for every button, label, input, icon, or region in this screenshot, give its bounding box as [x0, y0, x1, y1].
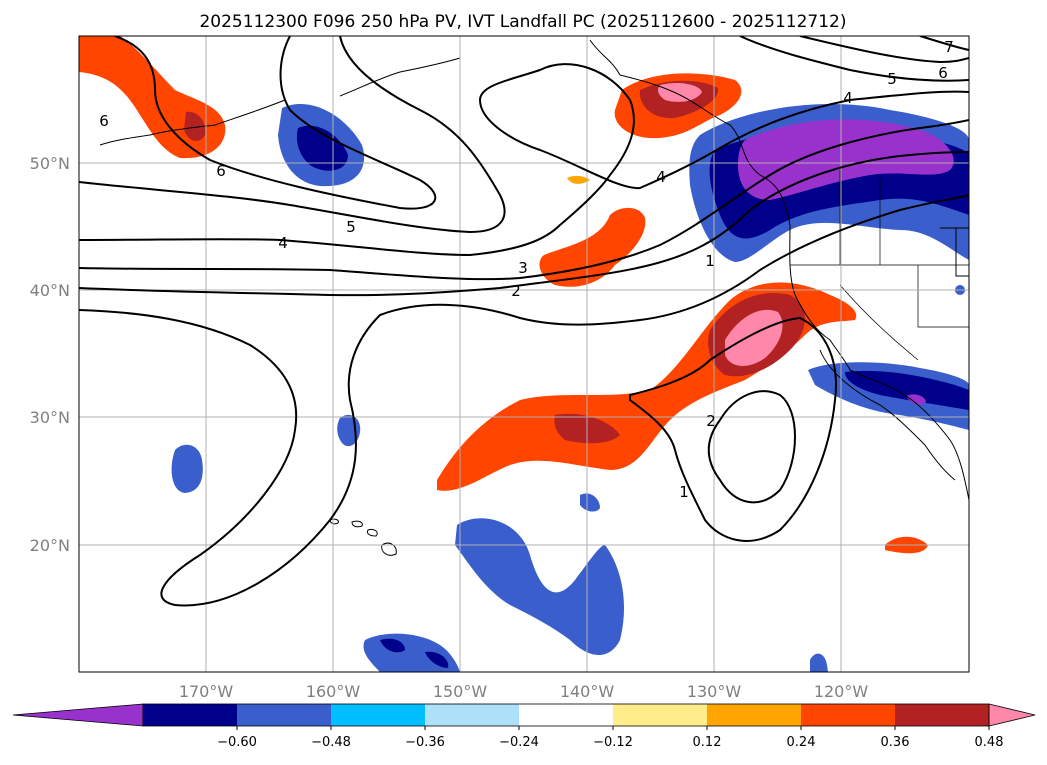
colorbar-tick-label: −0.36 [405, 735, 445, 750]
colorbar-tick-label: −0.24 [499, 735, 539, 750]
contour-label: 2 [706, 412, 716, 430]
state-borders [790, 170, 969, 361]
contour-label: 4 [656, 168, 666, 186]
contour-labels: 6 6 5 4 3 2 4 5 6 7 4 1 2 1 [99, 38, 954, 501]
contour-label: 6 [99, 112, 109, 130]
map-frame [78, 35, 970, 673]
gridlines [79, 36, 969, 672]
longitude-labels: 170°W 160°W 150°W 140°W 130°W 120°W [179, 682, 869, 701]
contour-label: 3 [518, 259, 528, 277]
colorbar-tick-label: 0.24 [787, 735, 816, 750]
colorbar-tick-label: −0.12 [593, 735, 633, 750]
colorbar-frame [142, 703, 990, 727]
colorbar-tick-label: −0.60 [217, 735, 257, 750]
lon-label: 160°W [306, 682, 361, 701]
contour-label: 4 [278, 234, 288, 252]
figure-title: 2025112300 F096 250 hPa PV, IVT Landfall… [199, 12, 846, 32]
contour-label: 7 [944, 38, 954, 56]
colorbar-tick-label: 0.48 [975, 735, 1004, 750]
contour-label: 5 [887, 70, 897, 88]
colorbar-segment [237, 704, 332, 726]
colorbar-segment [613, 704, 708, 726]
contour-label: 5 [346, 218, 356, 236]
coastlines [99, 39, 969, 501]
colorbar-segment [519, 704, 614, 726]
contour-label: 6 [938, 64, 948, 82]
colorbar-segment [331, 704, 426, 726]
colorbar-segment [801, 704, 896, 726]
colorbar-ticks: −0.60 −0.48 −0.36 −0.24 −0.12 0.12 0.24 0.36 0.4… [217, 726, 1004, 750]
lon-label: 130°W [687, 682, 742, 701]
lat-label: 30°N [30, 408, 70, 427]
colorbar-segment [425, 704, 520, 726]
lon-label: 170°W [179, 682, 234, 701]
colorbar-tick-label: 0.12 [693, 735, 722, 750]
hawaii-islands [329, 518, 397, 556]
colorbar-tick-label: 0.36 [881, 735, 910, 750]
colorbar-tick-label: −0.48 [311, 735, 351, 750]
colorbar [12, 703, 1036, 727]
lat-label: 40°N [30, 281, 70, 300]
lon-label: 150°W [433, 682, 488, 701]
lon-label: 140°W [560, 682, 615, 701]
lat-label: 20°N [30, 536, 70, 555]
contour-label: 2 [511, 282, 521, 300]
colorbar-extend-max [988, 703, 1036, 727]
lon-label: 120°W [814, 682, 869, 701]
colorbar-segment [895, 704, 990, 726]
colorbar-segment [143, 704, 238, 726]
latitude-labels: 50°N 40°N 30°N 20°N [30, 154, 70, 555]
contour-label: 1 [679, 483, 689, 501]
contour-label: 6 [216, 162, 226, 180]
contour-label: 4 [843, 89, 853, 107]
pv-contours [79, 36, 969, 607]
colorbar-segment [707, 704, 802, 726]
map-area: 6 6 5 4 3 2 4 5 6 7 4 1 2 1 [79, 36, 969, 672]
lat-label: 50°N [30, 154, 70, 173]
colorbar-extend-min [12, 703, 144, 727]
contour-label: 1 [705, 252, 715, 270]
